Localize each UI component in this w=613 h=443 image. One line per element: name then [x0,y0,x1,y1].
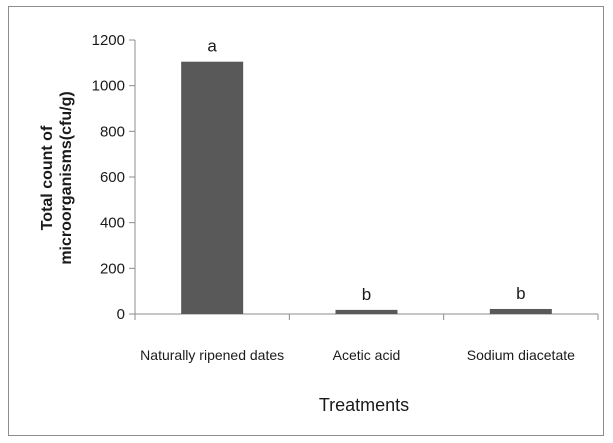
x-tick-label: Sodium diacetate [467,347,575,363]
data-label: b [362,285,371,304]
y-tick-label: 1000 [92,78,125,95]
data-label: b [516,284,525,303]
bar [335,309,398,314]
y-tick-label: 200 [100,260,125,277]
y-tick-label: 600 [100,169,125,186]
x-tick-label: Acetic acid [333,347,401,363]
y-axis: 0 200 400 600 800 1000 1200 [92,32,136,323]
y-tick-label: 0 [117,306,125,323]
chart-frame [8,6,604,436]
y-axis-title-line-1: Total count of [39,125,56,230]
bar [489,308,552,314]
y-tick-label: 400 [100,215,125,232]
bars [181,61,552,314]
y-tick-label: 800 [100,123,125,140]
y-axis-title: Total count of microorganisms(cfu/g) [39,91,75,264]
x-axis-title: Treatments [319,395,409,415]
y-tick-label: 1200 [92,32,125,49]
x-axis [134,313,599,320]
bar [181,61,244,314]
y-axis-title-line-2: microorganisms(cfu/g) [58,91,75,264]
x-tick-label: Naturally ripened dates [140,347,284,363]
labels: Naturally ripened dates a Acetic acid b Sodi… [140,37,575,363]
data-label: a [207,37,217,56]
